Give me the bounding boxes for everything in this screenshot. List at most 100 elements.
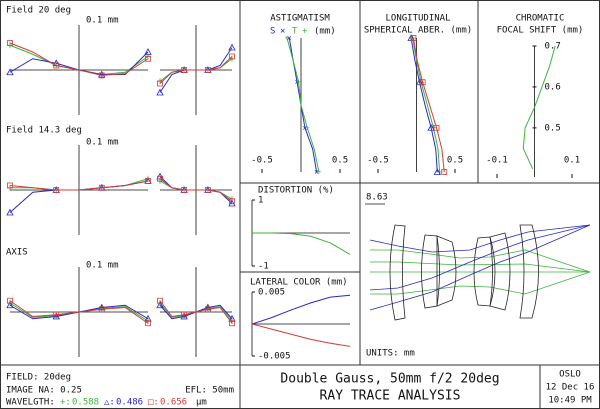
marker xyxy=(228,314,236,322)
chart-subtitle: 0.1 mm xyxy=(86,16,119,26)
marker xyxy=(410,35,417,41)
chart-subtitle: FOCAL SHIFT (mm) xyxy=(497,26,584,36)
series-line xyxy=(522,45,556,170)
chart-title: CHROMATIC xyxy=(516,14,565,24)
image-na: IMAGE NA: 0.25 xyxy=(6,386,82,396)
series-line xyxy=(9,300,149,324)
tick-label: 0.6 xyxy=(545,82,561,92)
marker xyxy=(144,48,152,55)
marker xyxy=(229,53,235,60)
marker xyxy=(433,124,440,131)
marker xyxy=(98,303,106,311)
series-line xyxy=(159,56,233,84)
marker xyxy=(53,311,60,318)
series-line xyxy=(412,37,445,173)
program: OSLO xyxy=(559,370,581,380)
tick-label: 1 xyxy=(258,196,263,206)
tick-label: -0.005 xyxy=(258,352,291,362)
chart-title: DISTORTION (%) xyxy=(258,186,334,196)
wavelength-symbol: +: xyxy=(60,398,71,408)
marker xyxy=(180,312,188,320)
wavelength-unit: µm xyxy=(196,398,207,408)
wavelength-symbol: △: xyxy=(104,398,115,408)
marker xyxy=(53,62,60,69)
marker xyxy=(98,72,105,79)
marker xyxy=(157,175,163,182)
marker xyxy=(145,178,151,184)
marker: × xyxy=(287,34,292,43)
chart-subtitle: 0.1 mm xyxy=(86,138,119,148)
lens-diagram: 8.63 UNITS: mm xyxy=(365,193,591,359)
marker: × xyxy=(295,78,300,87)
chart-title: ASTIGMATISM xyxy=(270,14,330,24)
marker: + xyxy=(285,34,290,43)
marker xyxy=(98,306,105,313)
series-line xyxy=(9,180,149,191)
tick-label: -0.5 xyxy=(251,156,273,166)
marker xyxy=(145,320,151,327)
series-line xyxy=(159,178,233,202)
marker xyxy=(6,301,14,309)
marker xyxy=(7,182,13,189)
series-line xyxy=(251,294,351,325)
wavelength-value: 0.656 xyxy=(160,398,187,408)
legend-label: T xyxy=(292,27,298,37)
field-rays xyxy=(369,224,591,311)
footer: FIELD: 20deg IMAGE NA: 0.25 EFL: 50mm WA… xyxy=(6,370,594,408)
marker xyxy=(6,208,14,216)
legend-label: S xyxy=(270,27,275,37)
marker: × xyxy=(302,123,307,132)
marker xyxy=(6,68,14,76)
chart-panel: AXIS 0.1 mm xyxy=(6,248,152,357)
marker xyxy=(7,40,13,46)
marker xyxy=(53,187,60,193)
marker xyxy=(7,297,13,304)
tick-label: 0.5 xyxy=(447,156,463,166)
marker xyxy=(204,306,211,313)
marker xyxy=(228,199,236,207)
marker xyxy=(204,303,212,311)
tick-label: -1 xyxy=(258,262,269,272)
marker xyxy=(204,187,211,193)
marker xyxy=(204,67,211,73)
chart-panel xyxy=(156,267,236,357)
chart-panel xyxy=(156,25,236,115)
wavelength-symbol: □: xyxy=(148,398,159,408)
legend-unit: (mm) xyxy=(314,27,336,37)
field-info: FIELD: 20deg xyxy=(6,373,71,383)
chart-subtitle: 0.1 mm xyxy=(86,261,119,271)
legend-marker: + xyxy=(302,27,308,37)
wavelength-value: 0.486 xyxy=(116,398,143,408)
marker xyxy=(157,80,163,87)
chart-title: Field 20 deg xyxy=(6,6,71,16)
chart-subtitle: SPHERICAL ABER. (mm) xyxy=(364,26,472,36)
tick-label: 0.1 xyxy=(564,156,580,166)
date: 12 Dec 16 xyxy=(546,383,595,393)
marker xyxy=(181,67,188,73)
chart-title: LONGITUDINAL xyxy=(385,14,450,24)
tick-label: 0.005 xyxy=(258,288,285,298)
marker: × xyxy=(314,168,319,177)
marker xyxy=(157,297,163,304)
footer-subtitle: RAY TRACE ANALYSIS xyxy=(320,389,461,404)
series-line xyxy=(252,232,351,255)
marker xyxy=(156,301,164,309)
marker xyxy=(433,168,441,175)
marker xyxy=(181,311,188,318)
marker xyxy=(144,314,152,322)
axial-rays xyxy=(370,249,591,295)
chart-title: AXIS xyxy=(6,248,28,258)
marker xyxy=(229,320,235,327)
tick-label: 0.5 xyxy=(332,156,348,166)
series-line xyxy=(9,42,149,76)
marker xyxy=(419,79,426,86)
tick-label: 0.7 xyxy=(545,42,561,52)
chart-panel: Field 14.3 deg 0.1 mm xyxy=(6,126,152,235)
marker: + xyxy=(317,168,322,177)
lens-elements xyxy=(389,224,539,321)
marker xyxy=(98,70,106,78)
